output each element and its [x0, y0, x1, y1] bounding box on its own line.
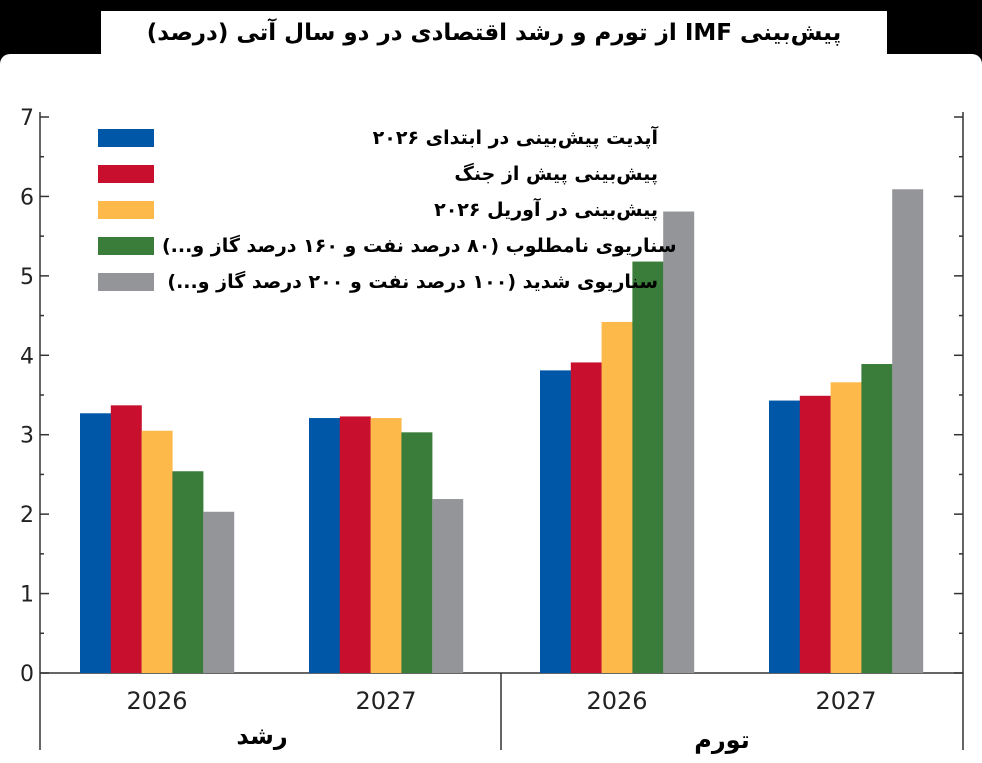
legend: آپدیت پیش‌بینی در ابتدای ۲۰۲۶ پیش‌بینی پ… [98, 120, 677, 300]
legend-label: آپدیت پیش‌بینی در ابتدای ۲۰۲۶ [372, 127, 658, 149]
y-tick-label: 5 [20, 265, 34, 290]
legend-item: آپدیت پیش‌بینی در ابتدای ۲۰۲۶ [98, 120, 658, 156]
legend-label: سناریوی شدید (۱۰۰ درصد نفت و ۲۰۰ درصد گا… [167, 271, 658, 293]
bar [203, 511, 235, 673]
bar [663, 211, 695, 673]
bar [370, 418, 402, 673]
y-tick-label: 0 [20, 662, 34, 687]
legend-item: پیش‌بینی در آوریل ۲۰۲۶ [98, 192, 658, 228]
title-bar: پیش‌بینی IMF از تورم و رشد اقتصادی در دو… [101, 11, 887, 54]
bar [432, 499, 464, 673]
legend-swatch [98, 237, 154, 255]
bar [110, 405, 142, 673]
x-category-label: 2026 [126, 687, 187, 715]
y-tick-label: 1 [20, 583, 34, 608]
legend-label: پیش‌بینی پیش از جنگ [454, 163, 658, 185]
y-tick-label: 7 [20, 106, 34, 131]
bar [601, 321, 633, 673]
legend-swatch [98, 273, 154, 291]
bar [172, 471, 204, 673]
legend-swatch [98, 201, 154, 219]
bar [830, 382, 862, 673]
x-category-label: 2027 [815, 687, 876, 715]
bar [632, 261, 664, 673]
legend-swatch [98, 165, 154, 183]
bar [892, 189, 924, 673]
chart-title: پیش‌بینی IMF از تورم و رشد اقتصادی در دو… [146, 19, 842, 46]
group-label: رشد [236, 722, 287, 750]
bar [540, 370, 571, 673]
bar [799, 395, 831, 673]
bar [309, 418, 340, 673]
legend-label: پیش‌بینی در آوریل ۲۰۲۶ [434, 199, 658, 221]
bar [339, 416, 371, 673]
legend-item: پیش‌بینی پیش از جنگ [98, 156, 658, 192]
group-label: تورم [694, 726, 749, 754]
x-category-label: 2026 [586, 687, 647, 715]
legend-item: سناریوی نامطلوب (۸۰ درصد نفت و ۱۶۰ درصد … [98, 228, 677, 264]
bar [570, 362, 602, 673]
bar [769, 400, 800, 673]
bar [861, 364, 893, 673]
legend-swatch [98, 129, 154, 147]
bar [80, 413, 111, 673]
y-tick-label: 3 [20, 424, 34, 449]
x-category-label: 2027 [355, 687, 416, 715]
y-tick-label: 6 [20, 185, 34, 210]
bar [401, 432, 433, 673]
legend-label: سناریوی نامطلوب (۸۰ درصد نفت و ۱۶۰ درصد … [162, 235, 677, 257]
legend-item: سناریوی شدید (۱۰۰ درصد نفت و ۲۰۰ درصد گا… [98, 264, 658, 300]
bar [141, 430, 173, 673]
y-tick-label: 4 [20, 344, 34, 369]
y-tick-label: 2 [20, 503, 34, 528]
